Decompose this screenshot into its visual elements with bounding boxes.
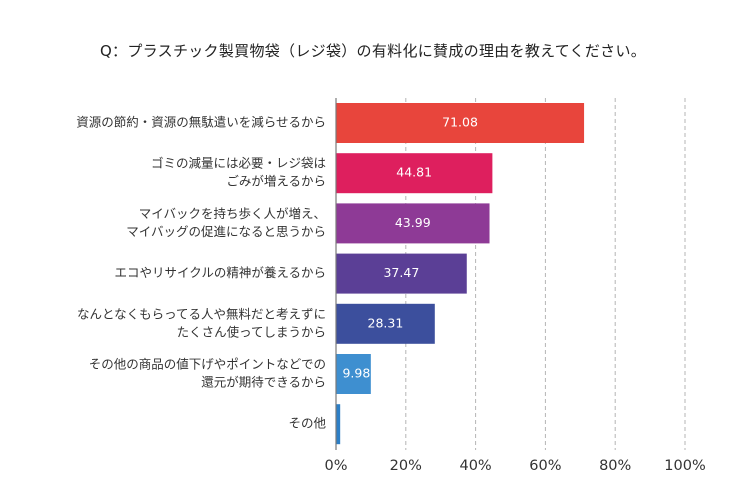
data-label-1: 44.81: [396, 165, 432, 180]
bar-6: [336, 404, 341, 445]
category-label-0: 資源の節約・資源の無駄遣いを減らせるから: [76, 115, 326, 130]
x-tick-label-80: 80%: [599, 458, 631, 474]
category-label-1-line-0: ゴミの減量には必要・レジ袋は: [151, 156, 326, 171]
x-tick-label-60: 60%: [529, 458, 561, 474]
data-label-0: 71.08: [442, 115, 478, 130]
category-label-1-line-1: ごみが増えるから: [226, 174, 326, 189]
x-tick-label-40: 40%: [459, 458, 491, 474]
bar-4: [336, 303, 435, 344]
data-label-3: 37.47: [383, 265, 419, 280]
category-label-5-line-0: その他の商品の値下げやポイントなどでの: [89, 357, 326, 372]
data-label-5: 9.98: [342, 366, 370, 381]
category-label-5-line-1: 還元が期待できるから: [201, 375, 326, 390]
chart-title: Q：プラスチック製買物袋（レジ袋）の有料化に賛成の理由を教えてください。: [99, 42, 647, 60]
bar-0: [336, 103, 585, 143]
category-label-6: その他: [288, 416, 326, 431]
category-label-2-line-1: マイバッグの促進になると思うから: [126, 224, 326, 239]
category-label-2-line-0: マイバックを持ち歩く人が増え、: [139, 206, 326, 221]
data-label-2: 43.99: [395, 215, 431, 230]
x-tick-label-20: 20%: [390, 458, 422, 474]
category-label-3: エコやリサイクルの精神が養えるから: [114, 265, 326, 280]
bar-1: [336, 153, 493, 194]
bar-3: [336, 253, 467, 294]
category-label-4-line-1: たくさん使ってしまうから: [177, 324, 326, 339]
x-tick-label-100: 100%: [664, 458, 705, 474]
category-label-4-line-0: なんとなくもらってる人や無料だと考えずに: [77, 306, 326, 321]
bar-2: [336, 203, 490, 244]
data-label-4: 28.31: [368, 315, 404, 330]
x-tick-label-0: 0%: [324, 458, 347, 474]
bar-5: [336, 354, 371, 394]
